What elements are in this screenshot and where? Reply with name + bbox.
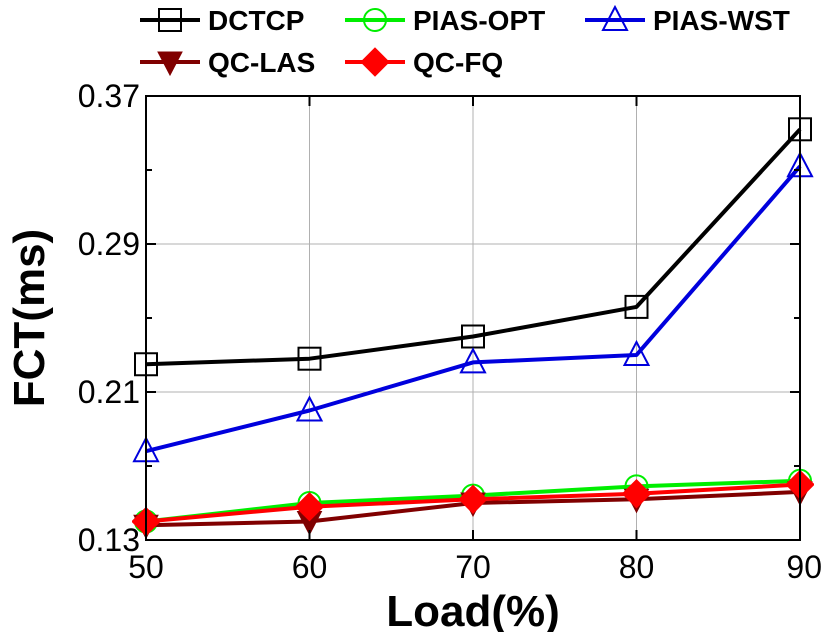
- series-qc-fq: [132, 469, 814, 537]
- legend-marker: [601, 4, 629, 31]
- legend-item-qc-fq: QC-FQ: [345, 47, 503, 78]
- legend-item-dctcp: DCTCP: [140, 5, 304, 36]
- legend-marker: [363, 8, 387, 32]
- y-tick-label: 0.21: [78, 374, 140, 410]
- y-tick-label: 0.13: [78, 522, 140, 558]
- legend-marker: [360, 47, 390, 77]
- y-axis-title: FCT(ms): [5, 229, 54, 407]
- data-point-dctcp: [297, 346, 322, 371]
- data-point-qc-fq: [294, 491, 325, 522]
- x-tick-label: 60: [292, 549, 328, 585]
- data-point-qc-fq: [458, 484, 488, 515]
- legend-marker: [157, 51, 183, 77]
- series-line-dctcp: [145, 127, 802, 367]
- grid-lines: [146, 96, 800, 540]
- legend-item-pias-wst: PIAS-WST: [585, 4, 790, 36]
- y-tick-label: 0.37: [78, 78, 140, 114]
- x-tick-label: 50: [128, 549, 164, 585]
- x-tick-label: 70: [455, 549, 491, 585]
- data-point-dctcp: [624, 294, 649, 319]
- x-axis-title: Load(%): [386, 587, 560, 632]
- legend: DCTCP PIAS-OPT PIAS-WST QC-LAS QC-FQ: [140, 4, 790, 78]
- axis-ticks: 50 60 70 80 90 0.13 0.21 0.29 0.37: [78, 78, 822, 585]
- legend-label: QC-FQ: [413, 47, 503, 78]
- legend-marker: [158, 8, 182, 32]
- series-line-pias-wst: [145, 164, 802, 454]
- legend-label: QC-LAS: [208, 47, 315, 78]
- x-tick-label: 90: [786, 549, 822, 585]
- data-point-pias-wst: [459, 347, 487, 374]
- legend-label: PIAS-WST: [653, 5, 790, 36]
- legend-item-qc-las: QC-LAS: [140, 47, 315, 78]
- data-point-qc-fq: [621, 479, 652, 509]
- legend-label: PIAS-OPT: [413, 5, 545, 36]
- data-point-pias-wst: [622, 339, 651, 366]
- x-tick-label: 80: [619, 549, 655, 585]
- y-tick-label: 0.29: [78, 226, 140, 262]
- legend-item-pias-opt: PIAS-OPT: [345, 5, 545, 36]
- legend-label: DCTCP: [208, 5, 304, 36]
- data-point-pias-wst: [295, 395, 324, 422]
